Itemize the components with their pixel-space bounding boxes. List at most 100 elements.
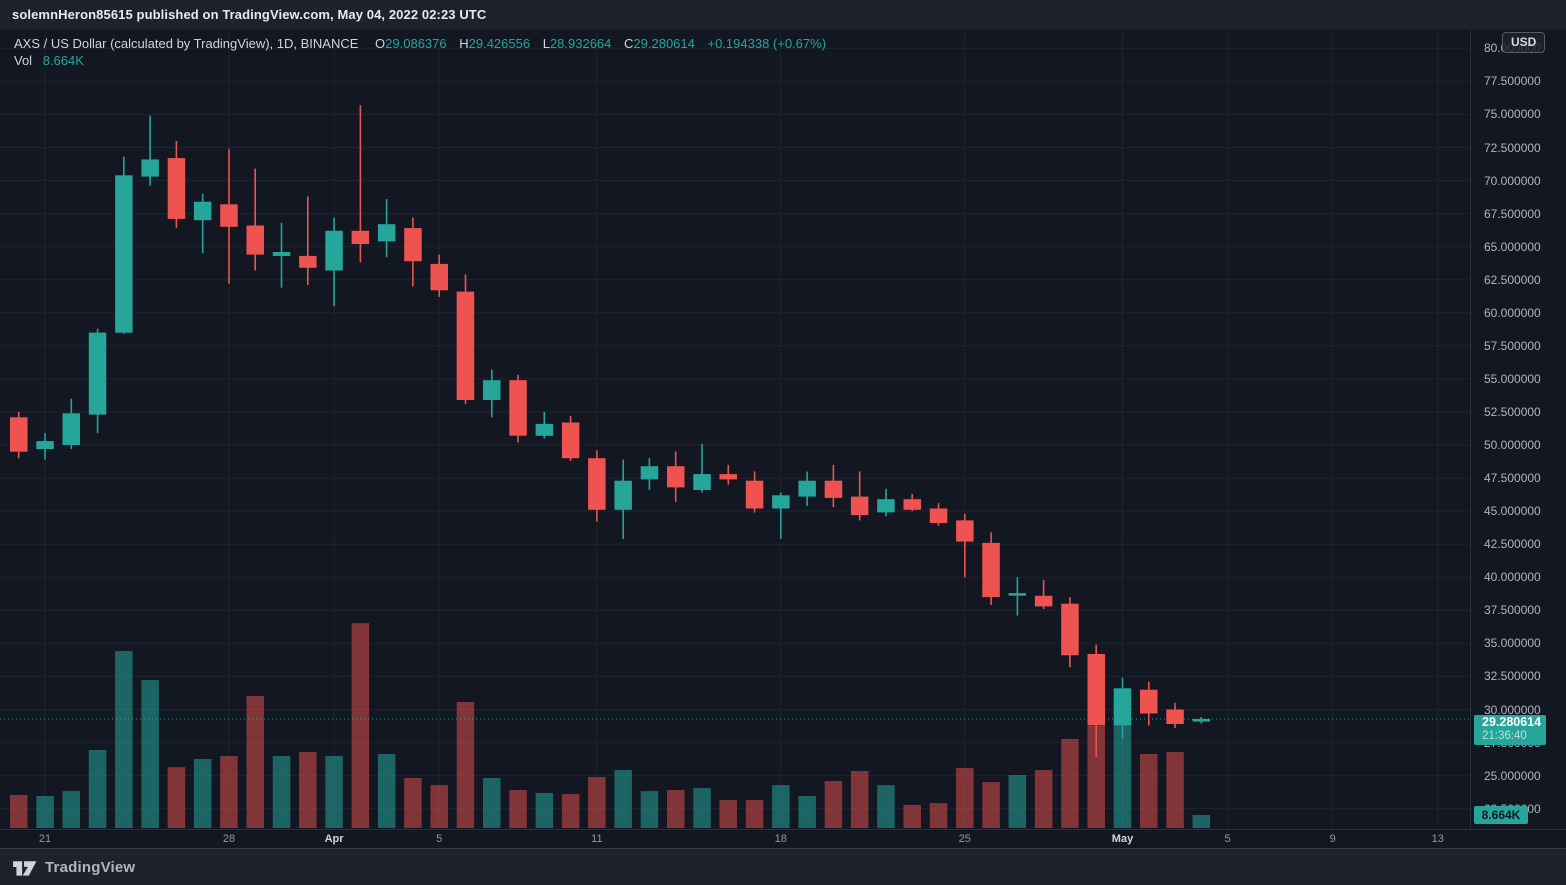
time-tick-label: 5 — [436, 833, 443, 845]
price-tick-label: 45.000000 — [1484, 504, 1541, 519]
price-tick-label: 65.000000 — [1484, 239, 1541, 254]
volume-bar — [956, 768, 974, 828]
candle-body — [1140, 689, 1158, 714]
candle-body — [1061, 603, 1079, 656]
price-tick-label: 30.000000 — [1484, 702, 1541, 717]
candle-body — [1192, 719, 1211, 722]
candle-body — [982, 542, 1000, 598]
volume-label: Vol — [14, 53, 33, 68]
time-tick-label: 5 — [1224, 833, 1231, 845]
change-value: +0.194338 (+0.67%) — [707, 36, 827, 51]
volume-bar — [10, 795, 28, 828]
volume-bar — [1034, 770, 1053, 828]
footer-bar: TradingView — [0, 848, 1566, 885]
candle-body — [483, 380, 501, 400]
price-scale[interactable]: 22.50000025.00000027.50000030.00000032.5… — [1470, 30, 1566, 829]
volume-bar — [483, 778, 501, 828]
volume-bar — [377, 754, 396, 828]
time-scale[interactable]: 21 28 Apr 5 11 18 25 May 5 9 13 — [0, 829, 1566, 848]
chart-legend: AXS / US Dollar (calculated by TradingVi… — [14, 36, 826, 69]
candle-body — [824, 480, 843, 498]
candle-body — [62, 413, 80, 445]
high-label: H — [459, 36, 469, 51]
candle-body — [745, 480, 764, 509]
candle-body — [88, 332, 107, 415]
price-tick-label: 35.000000 — [1484, 636, 1541, 651]
candle-body — [1166, 709, 1184, 724]
volume-bar — [220, 756, 238, 828]
tradingview-brand-link[interactable]: TradingView — [13, 857, 135, 878]
close-label: C — [624, 36, 634, 51]
chart-pane — [0, 30, 1470, 829]
candle-body — [903, 499, 921, 510]
volume-bar — [772, 785, 790, 828]
candle-body — [535, 423, 554, 436]
candle-body — [36, 441, 54, 449]
candle-body — [798, 480, 816, 497]
volume-bar — [745, 800, 764, 828]
candle-body — [693, 474, 711, 490]
volume-bar — [167, 767, 186, 828]
volume-bar — [982, 782, 1000, 828]
volume-bar — [903, 805, 921, 828]
candle-body — [377, 224, 396, 242]
volume-bar — [850, 771, 869, 828]
volume-bar — [1061, 739, 1079, 828]
currency-badge[interactable]: USD — [1502, 32, 1546, 53]
candle-body — [1034, 595, 1053, 607]
candle-body — [10, 417, 28, 452]
time-tick-label: 28 — [222, 833, 236, 845]
volume-bar — [351, 623, 370, 828]
time-tick-label: 21 — [38, 833, 52, 845]
price-tick-label: 57.500000 — [1484, 338, 1541, 353]
volume-bar — [430, 785, 448, 828]
volume-bar — [246, 696, 264, 828]
candle-body — [509, 380, 527, 436]
open-label: O — [375, 36, 386, 51]
volume-bar — [640, 791, 659, 828]
candle-body — [404, 228, 422, 262]
candle-body — [956, 520, 974, 542]
price-tick-label: 62.500000 — [1484, 272, 1541, 287]
last-price-value: 29.280614 — [1482, 714, 1542, 729]
price-tick-label: 32.500000 — [1484, 669, 1541, 684]
volume-bar — [588, 777, 606, 828]
candle-body — [588, 458, 606, 510]
candle-body — [850, 496, 869, 516]
top-bar: solemnHeron85615 published on TradingVie… — [0, 0, 1566, 30]
candle-body — [351, 230, 370, 244]
open-value: 29.086376 — [385, 36, 447, 51]
candle-body — [141, 159, 159, 177]
volume-axis-label: 8.664K — [1474, 806, 1528, 824]
volume-bar — [798, 796, 816, 828]
volume-bar — [36, 796, 54, 828]
candle-body — [430, 263, 448, 291]
candle-body — [719, 474, 737, 480]
time-tick-label: 11 — [591, 833, 603, 845]
price-tick-label: 37.500000 — [1484, 603, 1541, 618]
legend-symbol-row: AXS / US Dollar (calculated by TradingVi… — [14, 36, 826, 52]
time-tick-label: 13 — [1431, 833, 1444, 845]
tradingview-logo-icon — [13, 860, 37, 876]
time-tick-label: 25 — [958, 833, 971, 845]
volume-bar — [1113, 722, 1132, 828]
volume-bar — [193, 759, 212, 828]
candle-body — [193, 201, 212, 221]
price-tick-label: 52.500000 — [1484, 405, 1541, 419]
bar-countdown: 21:36:40 — [1482, 729, 1527, 742]
volume-bar — [62, 791, 80, 828]
time-tick-label: May — [1111, 833, 1134, 845]
candle-body — [325, 230, 343, 271]
volume-bar — [272, 756, 291, 828]
candle-body — [246, 225, 264, 255]
candle-body — [220, 204, 238, 227]
time-tick-label: Apr — [324, 833, 344, 845]
volume-bar — [535, 793, 554, 828]
symbol-description[interactable]: AXS / US Dollar (calculated by TradingVi… — [14, 36, 359, 51]
price-tick-label: 42.500000 — [1484, 537, 1541, 552]
time-tick-label: 9 — [1329, 833, 1336, 845]
price-tick-label: 50.000000 — [1484, 438, 1541, 452]
price-tick-label: 77.500000 — [1484, 74, 1541, 89]
volume-bar — [1087, 726, 1105, 828]
price-chart-surface[interactable] — [0, 30, 1470, 829]
